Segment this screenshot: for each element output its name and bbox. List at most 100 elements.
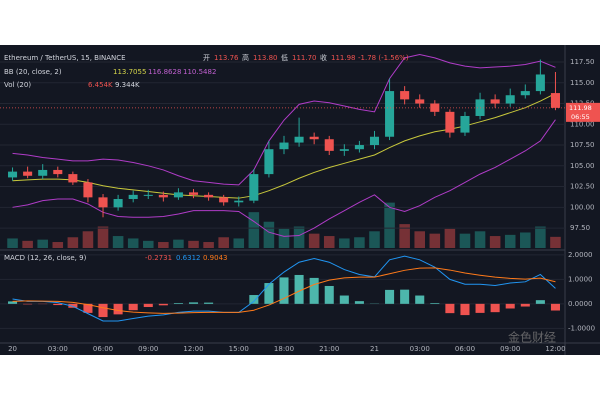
histogram-bar	[521, 304, 530, 307]
macd-value: -0.2731	[145, 254, 172, 262]
volume-bar	[188, 241, 199, 248]
macd-title: MACD (12, 26, close, 9)	[4, 254, 87, 262]
y-tick-label: 97.50	[570, 224, 590, 232]
candle-body	[249, 174, 258, 201]
x-tick-label: 18:00	[274, 345, 294, 353]
histogram-bar	[385, 290, 394, 304]
candle-body	[159, 195, 168, 197]
histogram-bar	[325, 286, 334, 304]
volume-title: Vol (20)	[4, 81, 31, 89]
candle-body	[264, 149, 273, 174]
candle-body	[114, 199, 123, 207]
histogram-bar	[310, 278, 319, 304]
histogram-bar	[551, 304, 560, 311]
volume-bar	[460, 234, 471, 248]
volume-bar	[414, 231, 425, 248]
histogram-bar	[506, 304, 515, 309]
x-tick-label: 20	[8, 345, 17, 353]
volume-bar	[218, 237, 229, 248]
volume-bar	[233, 238, 244, 248]
candle-body	[340, 149, 349, 151]
candle-body	[279, 143, 288, 150]
bb-value: 110.5482	[183, 68, 216, 76]
histogram-bar	[249, 295, 258, 304]
histogram-bar	[445, 304, 454, 313]
histogram-bar	[204, 303, 213, 304]
volume-bar	[173, 240, 184, 248]
ohlc-value: 111.70	[292, 54, 317, 62]
x-tick-label: 12:00	[183, 345, 203, 353]
y-tick-label: -1.0000	[568, 324, 595, 332]
volume-bar	[369, 231, 380, 248]
candle-body	[400, 91, 409, 99]
histogram-bar	[491, 304, 500, 312]
volume-bar	[7, 238, 18, 248]
ohlc-value: 111.98	[331, 54, 356, 62]
histogram-bar	[415, 296, 424, 304]
candle-body	[53, 170, 62, 174]
volume-bar	[550, 237, 561, 248]
y-tick-label: 2.0000	[568, 251, 593, 259]
watermark: 金色财经	[508, 330, 556, 345]
x-tick-label: 15:00	[229, 345, 249, 353]
candle-body	[295, 137, 304, 143]
candle-body	[551, 93, 560, 108]
ohlc-key: 收	[320, 53, 327, 62]
histogram-bar	[264, 283, 273, 304]
candle-body	[445, 112, 454, 133]
volume-bar	[339, 238, 350, 248]
y-tick-label: 102.50	[570, 183, 595, 191]
volume-bar	[113, 236, 124, 248]
volume-bar	[264, 222, 275, 248]
ohlc-key: 开	[203, 54, 210, 62]
histogram-bar	[159, 304, 168, 305]
volume-bar	[490, 236, 501, 248]
histogram-bar	[144, 304, 153, 307]
candle-body	[385, 91, 394, 137]
bb-value: 113.7055	[113, 68, 146, 76]
histogram-bar	[99, 304, 108, 317]
candle-body	[99, 197, 108, 207]
y-tick-label: 1.0000	[568, 275, 593, 283]
histogram-bar	[430, 303, 439, 304]
volume-bar	[535, 227, 546, 248]
ohlc-value: 113.80	[253, 54, 278, 62]
volume-bar	[22, 241, 33, 248]
histogram-bar	[114, 304, 123, 315]
ohlc-key: 低	[281, 53, 288, 62]
candle-body	[174, 192, 183, 197]
price-tag-label: 111.98	[569, 104, 592, 112]
change-value: -1.78 (-1.56%)	[358, 54, 409, 62]
candle-body	[23, 172, 32, 176]
volume-bar	[505, 235, 516, 248]
bb-value: 116.8628	[148, 68, 181, 76]
volume-bar	[354, 237, 365, 248]
volume-bar	[98, 227, 109, 248]
histogram-bar	[53, 304, 62, 305]
countdown-label: 06:55	[571, 113, 590, 121]
histogram-bar	[460, 304, 469, 315]
histogram-bar	[536, 300, 545, 304]
y-tick-label: 0.0000	[568, 300, 593, 308]
candle-body	[234, 201, 243, 203]
volume-value: 6.454K	[88, 81, 113, 89]
volume-bar	[249, 212, 260, 248]
volume-bar	[475, 231, 486, 248]
candle-body	[310, 137, 319, 139]
histogram-bar	[400, 290, 409, 304]
y-tick-label: 117.50	[570, 58, 595, 66]
volume-value: 9.344K	[115, 81, 140, 89]
candle-body	[204, 195, 213, 197]
candle-body	[129, 195, 138, 199]
candle-body	[8, 172, 17, 178]
x-tick-label: 21	[370, 345, 379, 353]
x-tick-label: 06:00	[455, 345, 475, 353]
macd-value: 0.6312	[176, 254, 201, 262]
x-tick-label: 12:00	[545, 345, 565, 353]
y-tick-label: 107.50	[570, 141, 595, 149]
candle-body	[460, 116, 469, 133]
macd-value: 0.9043	[203, 254, 228, 262]
y-tick-label: 105.00	[570, 162, 595, 170]
x-tick-label: 09:00	[500, 345, 520, 353]
